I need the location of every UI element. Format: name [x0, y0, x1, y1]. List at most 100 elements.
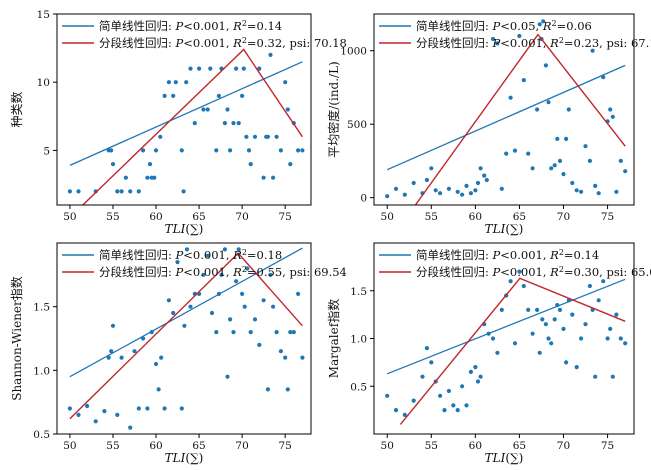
data-point: [517, 33, 522, 39]
data-point: [208, 66, 213, 71]
data-point: [184, 247, 190, 252]
data-point: [128, 425, 133, 430]
data-point: [490, 36, 496, 42]
data-point: [162, 406, 167, 411]
data-point: [285, 107, 290, 112]
data-point: [482, 173, 487, 178]
data-point: [192, 121, 197, 126]
data-point: [583, 322, 588, 327]
data-point: [257, 342, 262, 347]
data-point: [240, 93, 245, 98]
data-point: [300, 355, 305, 360]
data-point: [537, 350, 542, 355]
data-point: [283, 355, 288, 360]
x-tick-label: 60: [469, 440, 482, 452]
x-tick-label: 70: [557, 211, 570, 223]
data-point: [596, 298, 601, 303]
data-point: [102, 409, 107, 414]
y-tick-label: 5: [43, 145, 50, 157]
legend-linear-label: 简单线性回归: P<0.001, R2=0.14: [99, 19, 282, 33]
data-point: [171, 93, 176, 98]
data-point: [236, 121, 241, 126]
data-point: [136, 406, 141, 411]
data-point: [248, 330, 253, 335]
data-point: [564, 360, 569, 365]
data-point: [76, 412, 81, 417]
plot-area: [385, 19, 628, 205]
data-point: [543, 322, 549, 327]
data-point: [246, 148, 252, 153]
data-point: [234, 279, 239, 284]
data-point: [593, 183, 598, 188]
data-point: [499, 307, 504, 312]
data-point: [535, 307, 540, 312]
data-point: [67, 406, 72, 411]
data-point: [570, 180, 575, 186]
data-point: [197, 66, 202, 71]
data-point: [557, 307, 563, 312]
y-tick-label: 1.5: [33, 302, 50, 314]
data-point: [583, 144, 588, 149]
data-point: [490, 336, 496, 341]
data-point: [475, 180, 481, 186]
data-point: [166, 80, 171, 85]
legend-linear-label: 简单线性回归: P<0.05, R2=0.06: [416, 19, 592, 33]
data-point: [557, 158, 563, 163]
data-point: [574, 188, 579, 193]
data-point: [278, 148, 283, 153]
data-point: [109, 148, 114, 153]
data-point: [285, 387, 290, 392]
data-point: [85, 403, 90, 409]
y-tick-label: 15: [37, 9, 50, 21]
data-point: [460, 192, 465, 197]
plot-frame: [56, 242, 312, 435]
data-point: [478, 374, 483, 379]
x-tick-label: 75: [278, 440, 291, 452]
legend-segmented-label: 分段线性回归: P<0.001, R2=0.23, psi: 67.11: [416, 36, 651, 50]
x-axis-label: TLI(∑): [165, 451, 204, 465]
y-tick-label: 0: [360, 193, 367, 205]
data-point: [574, 365, 579, 370]
data-point: [214, 330, 219, 335]
data-point: [201, 107, 206, 112]
data-point: [438, 191, 443, 196]
data-point: [244, 134, 249, 139]
data-point: [231, 330, 236, 335]
data-point: [593, 374, 598, 379]
data-point: [455, 408, 460, 413]
data-point: [433, 188, 438, 193]
data-point: [549, 341, 554, 346]
data-point: [242, 304, 247, 309]
data-point: [182, 323, 187, 328]
data-point: [499, 186, 504, 191]
x-tick-label: 70: [235, 211, 248, 223]
data-point: [145, 406, 150, 411]
linear-fit-line: [386, 278, 626, 375]
data-point: [222, 247, 227, 252]
data-point: [508, 279, 513, 284]
data-point: [411, 398, 416, 403]
x-tick-label: 50: [381, 440, 394, 452]
data-point: [429, 360, 434, 365]
data-point: [587, 158, 593, 163]
data-point: [128, 189, 133, 194]
data-point: [175, 260, 180, 265]
data-point: [136, 189, 141, 194]
plot-area: [385, 269, 628, 425]
data-point: [115, 412, 120, 417]
x-tick-label: 65: [192, 211, 205, 223]
x-tick-label: 65: [513, 440, 526, 452]
data-point: [184, 80, 189, 85]
chart-panel-4: 50 55 60 65 70 75 0.5 1.0 1.5 TLI(∑) Margalef指数 简单线…: [326, 242, 651, 465]
data-point: [540, 317, 545, 322]
data-point: [188, 304, 193, 309]
data-point: [132, 349, 137, 354]
data-point: [411, 180, 416, 186]
data-point: [152, 175, 157, 180]
data-point: [188, 66, 193, 71]
data-point: [205, 107, 210, 112]
x-tick-label: 50: [381, 211, 394, 223]
data-point: [549, 166, 554, 171]
data-point: [67, 189, 72, 194]
